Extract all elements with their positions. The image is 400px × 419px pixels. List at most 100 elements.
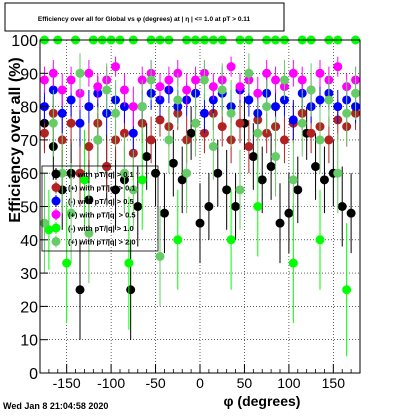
data-point <box>142 152 152 162</box>
data-point <box>337 202 347 211</box>
data-point <box>253 88 263 98</box>
data-point <box>66 95 76 105</box>
data-point <box>128 185 138 195</box>
data-point <box>199 108 209 118</box>
data-point <box>226 62 236 72</box>
data-point <box>315 68 325 78</box>
data-point <box>217 85 227 95</box>
data-point <box>324 95 334 105</box>
data-point <box>253 128 263 138</box>
data-point <box>173 95 183 105</box>
data-point <box>155 251 165 261</box>
data-point <box>111 108 121 118</box>
data-point <box>44 225 54 235</box>
y-tick-label: 50 <box>20 200 38 217</box>
data-point <box>177 175 187 185</box>
data-point <box>146 135 156 145</box>
data-point <box>66 208 76 218</box>
x-tick-label: 150 <box>322 375 346 391</box>
data-point <box>164 75 174 85</box>
data-point <box>75 285 85 295</box>
legend-label: (+) with pT/|q| > 0.1 <box>68 184 136 193</box>
data-point <box>102 162 112 172</box>
data-point <box>93 82 103 92</box>
y-axis-label: Efficiency over all (%) <box>7 57 24 222</box>
legend-label: (-) with pT/|q| > 0.1 <box>68 170 134 179</box>
y-tick-label: 100 <box>11 33 38 50</box>
data-point <box>146 75 156 85</box>
data-point <box>288 175 298 185</box>
data-point <box>346 208 356 218</box>
data-point <box>208 142 218 152</box>
data-point <box>231 202 241 211</box>
series-group <box>39 53 361 307</box>
y-tick-label: 0 <box>29 366 38 383</box>
data-point <box>235 118 245 128</box>
data-point <box>119 168 129 178</box>
data-point <box>186 128 196 138</box>
data-point <box>119 85 129 95</box>
data-point <box>137 102 147 112</box>
data-point <box>84 102 94 112</box>
data-point <box>62 258 72 268</box>
title-box <box>4 2 285 32</box>
data-point <box>128 102 138 112</box>
data-point <box>155 82 165 92</box>
data-point <box>324 135 334 145</box>
data-point <box>75 68 85 78</box>
data-point <box>226 108 236 118</box>
data-point <box>279 75 289 85</box>
data-point <box>84 228 94 238</box>
data-point <box>111 62 121 72</box>
data-point <box>306 85 316 95</box>
data-point <box>137 175 147 185</box>
y-tick-label: 70 <box>20 133 38 150</box>
data-point <box>333 102 343 112</box>
data-point <box>191 75 201 85</box>
data-point <box>271 75 281 85</box>
data-point <box>342 108 352 118</box>
data-point <box>279 135 289 145</box>
data-point <box>244 142 254 152</box>
data-point <box>306 128 316 138</box>
data-point <box>84 68 94 78</box>
data-point <box>79 175 89 185</box>
data-point <box>151 168 161 178</box>
legend-label: (-) with pT/|q| > 1.0 <box>68 224 134 233</box>
data-point <box>191 118 201 128</box>
legend-label: (-) with pT/|q| > 0.5 <box>68 197 134 206</box>
data-point <box>48 118 58 128</box>
data-point <box>126 285 136 295</box>
data-point <box>39 75 49 85</box>
data-point <box>315 235 325 245</box>
x-tick-label: -150 <box>53 375 81 391</box>
x-tick-label: 0 <box>196 375 204 391</box>
legend-label: (+) with pT/|q| > 2.0 <box>68 238 136 247</box>
data-point <box>342 285 352 295</box>
y-tick-label: 90 <box>20 66 38 83</box>
data-point <box>288 258 298 268</box>
data-point <box>248 152 258 162</box>
data-point <box>93 135 103 145</box>
x-axis-label: φ (degrees) <box>224 393 301 409</box>
data-point <box>244 95 254 105</box>
data-point <box>262 102 272 112</box>
data-point <box>271 152 281 162</box>
y-tick-label: 80 <box>20 100 38 117</box>
data-point <box>75 168 85 178</box>
data-point <box>217 122 227 132</box>
data-point <box>57 85 67 95</box>
y-tick-label: 30 <box>20 266 38 283</box>
data-point <box>102 85 112 95</box>
data-point <box>275 218 285 228</box>
data-point <box>155 115 165 125</box>
data-point <box>333 62 343 72</box>
x-tick-label: -50 <box>145 375 165 391</box>
data-point <box>262 68 272 78</box>
data-point <box>351 88 361 98</box>
data-point <box>293 185 303 195</box>
data-point <box>199 75 209 85</box>
data-point <box>39 218 49 228</box>
data-point <box>213 168 223 178</box>
data-point <box>208 82 218 92</box>
